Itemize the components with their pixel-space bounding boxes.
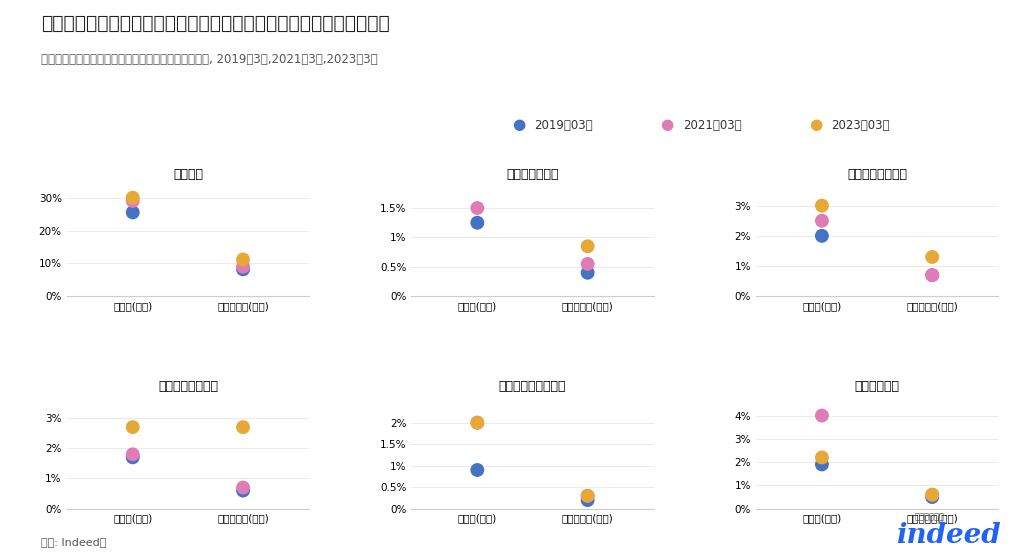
Point <box>125 423 141 432</box>
Point <box>580 242 596 251</box>
Title: 育休のみ: 育休のみ <box>173 168 203 181</box>
Text: 正社員・正社員以外求人における関連制度の言及割合, 2019年3月,2021年3月,2023年3月: 正社員・正社員以外求人における関連制度の言及割合, 2019年3月,2021年3… <box>41 53 378 66</box>
Title: 保育料補助のみ: 保育料補助のみ <box>506 168 559 181</box>
Text: 2021年03月: 2021年03月 <box>683 119 741 132</box>
Point <box>469 418 485 427</box>
Point <box>814 231 830 240</box>
Point <box>125 196 141 205</box>
Point <box>924 271 940 280</box>
Point <box>125 193 141 202</box>
Title: 育休とフレックス制: 育休とフレックス制 <box>499 380 566 393</box>
Point <box>814 453 830 462</box>
Title: その他組合せ: その他組合せ <box>855 380 899 393</box>
Text: ●: ● <box>660 117 674 131</box>
Point <box>924 271 940 280</box>
Title: フレックス制のみ: フレックス制のみ <box>158 380 218 393</box>
Point <box>924 490 940 499</box>
Point <box>814 216 830 225</box>
Point <box>580 491 596 500</box>
Point <box>469 218 485 227</box>
Point <box>125 450 141 459</box>
Point <box>234 262 251 271</box>
Point <box>234 255 251 264</box>
Point <box>125 208 141 217</box>
Point <box>234 483 251 492</box>
Point <box>580 259 596 268</box>
Text: indeed: indeed <box>896 522 1000 549</box>
Point <box>469 418 485 427</box>
Point <box>469 466 485 475</box>
Point <box>580 268 596 277</box>
Point <box>924 492 940 501</box>
Point <box>924 490 940 499</box>
Point <box>125 453 141 462</box>
Text: ●: ● <box>512 117 525 131</box>
Point <box>234 265 251 274</box>
Point <box>580 491 596 500</box>
Text: ●: ● <box>809 117 822 131</box>
Point <box>234 486 251 495</box>
Text: インディード: インディード <box>914 512 944 521</box>
Point <box>814 201 830 210</box>
Text: 出所: Indeed。: 出所: Indeed。 <box>41 537 106 547</box>
Text: 育休のみの言及が多い一方、保育料補助やフレックスとの併用が増加: 育休のみの言及が多い一方、保育料補助やフレックスとの併用が増加 <box>41 14 390 33</box>
Text: 2019年03月: 2019年03月 <box>535 119 593 132</box>
Point <box>924 253 940 262</box>
Point <box>580 496 596 505</box>
Point <box>814 460 830 469</box>
Title: 育休と保育料補助: 育休と保育料補助 <box>847 168 907 181</box>
Text: 2023年03月: 2023年03月 <box>831 119 890 132</box>
Point <box>814 411 830 420</box>
Point <box>234 423 251 432</box>
Point <box>469 203 485 212</box>
